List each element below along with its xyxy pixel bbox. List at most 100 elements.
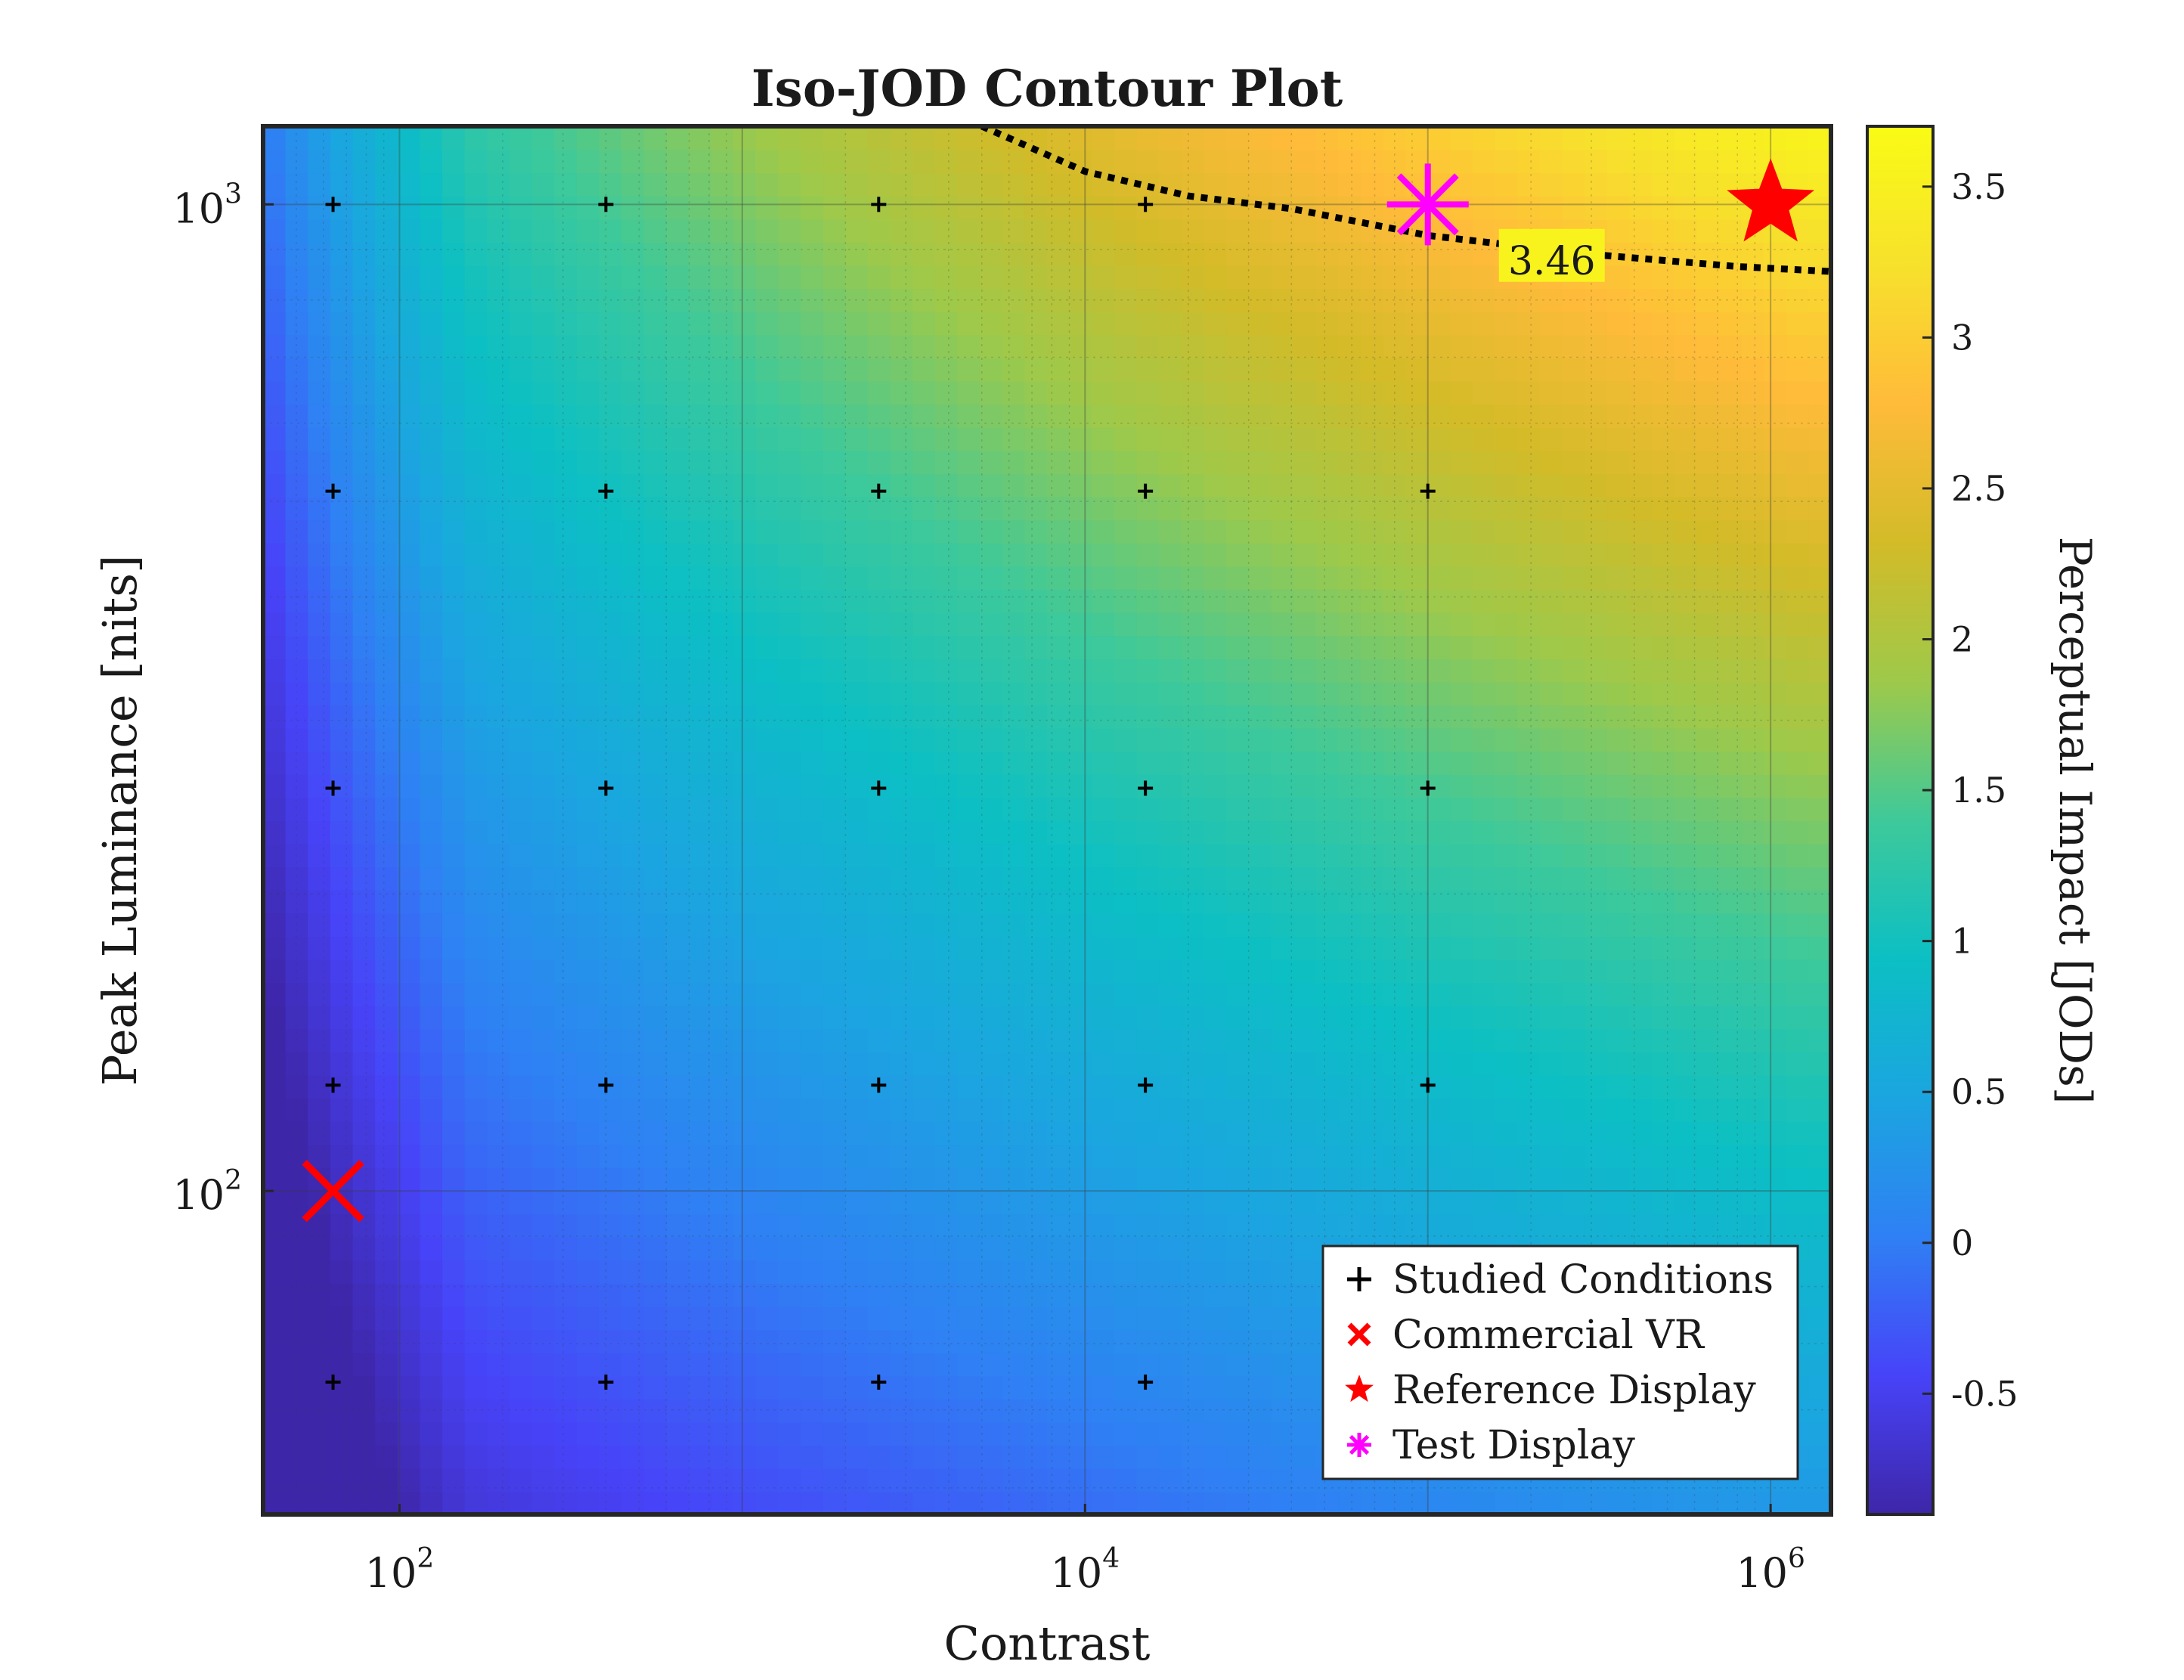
heat-cell xyxy=(621,1214,645,1238)
heat-cell xyxy=(599,889,623,914)
heat-cell xyxy=(554,959,578,984)
heat-cell xyxy=(1338,681,1362,705)
heat-cell xyxy=(755,566,779,590)
heat-cell xyxy=(420,1236,444,1261)
studied-condition-marker xyxy=(325,197,341,212)
heat-cell xyxy=(1136,1468,1160,1492)
heat-cell xyxy=(375,866,398,891)
heat-cell xyxy=(957,1468,981,1492)
heat-cell xyxy=(912,1283,936,1307)
heat-cell xyxy=(308,1491,331,1514)
heat-cell xyxy=(1764,843,1787,868)
heat-cell xyxy=(957,1352,981,1377)
heat-cell xyxy=(666,126,689,150)
heat-cell xyxy=(1024,1375,1048,1399)
heat-cell xyxy=(1248,519,1272,544)
heat-cell xyxy=(1204,727,1228,752)
heat-cell xyxy=(464,542,488,567)
heat-cell xyxy=(1271,519,1294,544)
heat-cell xyxy=(1517,1052,1541,1076)
heat-cell xyxy=(890,426,914,451)
heat-cell xyxy=(1495,1214,1519,1238)
heat-cell xyxy=(643,589,668,613)
heat-cell xyxy=(1741,913,1765,937)
heat-cell xyxy=(1674,936,1698,960)
heat-cell xyxy=(375,1399,398,1423)
heat-cell xyxy=(1606,1028,1631,1052)
heat-cell xyxy=(263,519,287,544)
heat-cell xyxy=(397,288,421,312)
heat-cell xyxy=(1069,1399,1093,1423)
heat-cell xyxy=(375,1375,398,1399)
heat-cell xyxy=(867,149,891,174)
heat-cell xyxy=(464,1329,488,1353)
heat-cell xyxy=(1338,982,1362,1006)
heat-cell xyxy=(711,913,735,937)
heat-cell xyxy=(1069,126,1093,150)
heat-cell xyxy=(330,751,354,775)
heat-cell xyxy=(1271,1352,1294,1377)
heat-cell xyxy=(1181,936,1205,960)
heat-cell xyxy=(1383,936,1407,960)
heat-cell xyxy=(666,982,689,1006)
heat-cell xyxy=(688,820,712,845)
heat-cell xyxy=(1741,496,1765,521)
heat-cell xyxy=(285,265,309,290)
heat-cell xyxy=(1585,843,1608,868)
heat-cell xyxy=(778,727,802,752)
heat-cell xyxy=(801,219,824,243)
heat-cell xyxy=(845,797,869,821)
heat-cell xyxy=(666,751,689,775)
heat-cell xyxy=(464,334,488,358)
heat-cell xyxy=(531,450,556,474)
heat-cell xyxy=(1136,1236,1160,1261)
heat-cell xyxy=(1069,380,1093,405)
heat-cell xyxy=(980,936,1003,960)
heat-cell xyxy=(934,426,959,451)
heat-cell xyxy=(643,1260,668,1284)
heat-cell xyxy=(1024,959,1048,984)
heat-cell xyxy=(711,773,735,798)
heat-cell xyxy=(1450,681,1473,705)
heat-cell xyxy=(1092,635,1115,659)
heat-cell xyxy=(1405,1491,1429,1514)
heat-cell xyxy=(1136,1190,1160,1215)
heat-cell xyxy=(867,913,891,937)
heat-cell xyxy=(1674,566,1698,590)
heat-cell xyxy=(1629,959,1653,984)
heat-cell xyxy=(1450,149,1473,174)
heat-cell xyxy=(576,1375,600,1399)
heat-cell xyxy=(308,635,331,659)
heat-cell xyxy=(980,1236,1003,1261)
heat-cell xyxy=(1159,1306,1182,1331)
heat-cell xyxy=(1315,358,1340,382)
heat-cell xyxy=(934,450,959,474)
heat-cell xyxy=(666,1421,689,1446)
heat-cell xyxy=(1047,1260,1070,1284)
heat-cell xyxy=(711,1329,735,1353)
heat-cell xyxy=(980,913,1003,937)
heat-cell xyxy=(912,773,936,798)
heat-cell xyxy=(1360,426,1384,451)
heat-cell xyxy=(1629,866,1653,891)
heat-cell xyxy=(711,1260,735,1284)
heat-cell xyxy=(801,519,824,544)
heat-cell xyxy=(1674,1214,1698,1238)
heat-cell xyxy=(263,1445,287,1469)
heat-cell xyxy=(487,172,510,197)
heat-cell xyxy=(1808,1028,1831,1052)
heat-cell xyxy=(1808,404,1831,428)
heat-cell xyxy=(778,843,802,868)
heat-cell xyxy=(1204,1052,1228,1076)
heat-cell xyxy=(599,404,623,428)
heat-cell xyxy=(1741,681,1765,705)
heat-cell xyxy=(397,1214,421,1238)
heat-cell xyxy=(688,149,712,174)
heat-cell xyxy=(1271,265,1294,290)
heat-cell xyxy=(957,404,981,428)
heat-cell xyxy=(1606,705,1631,729)
heat-cell xyxy=(711,1005,735,1030)
heat-cell xyxy=(1539,1028,1563,1052)
heat-cell xyxy=(1024,288,1048,312)
heat-cell xyxy=(1383,612,1407,637)
